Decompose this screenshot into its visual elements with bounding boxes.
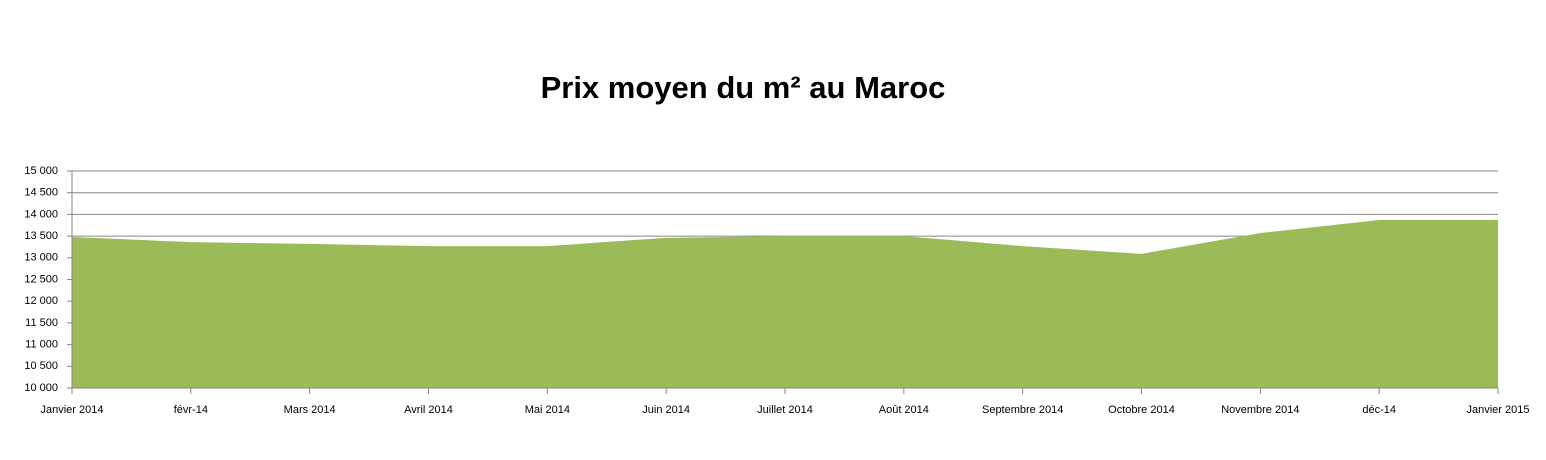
y-tick-label: 11 500 [25,317,58,329]
y-tick-label: 15 000 [24,165,58,177]
y-tick-label: 14 500 [24,187,58,199]
x-tick-label: Septembre 2014 [982,404,1063,416]
y-tick-label: 10 000 [24,382,58,394]
x-tick-label: Avril 2014 [404,404,453,416]
chart-title: Prix moyen du m² au Maroc [541,70,946,105]
y-tick-label: 11 000 [25,339,58,351]
y-tick-label: 14 000 [24,208,58,220]
x-tick-label: Octobre 2014 [1108,404,1175,416]
x-tick-label: févr-14 [174,404,208,416]
x-tick-label: Juillet 2014 [757,404,813,416]
x-tick-label: Mars 2014 [284,404,336,416]
y-tick-label: 13 000 [24,252,58,264]
x-tick-label: Janvier 2015 [1467,404,1530,416]
y-tick-label: 10 500 [24,360,58,372]
x-tick-label: Juin 2014 [642,404,690,416]
x-tick-label: Mai 2014 [525,404,570,416]
y-tick-label: 12 500 [24,273,58,285]
x-tick-label: Novembre 2014 [1221,404,1299,416]
y-tick-label: 13 500 [24,230,58,242]
y-tick-label: 12 000 [24,295,58,307]
x-tick-label: Août 2014 [879,404,929,416]
x-tick-label: déc-14 [1362,404,1396,416]
x-tick-label: Janvier 2014 [41,404,104,416]
area [72,220,1498,388]
